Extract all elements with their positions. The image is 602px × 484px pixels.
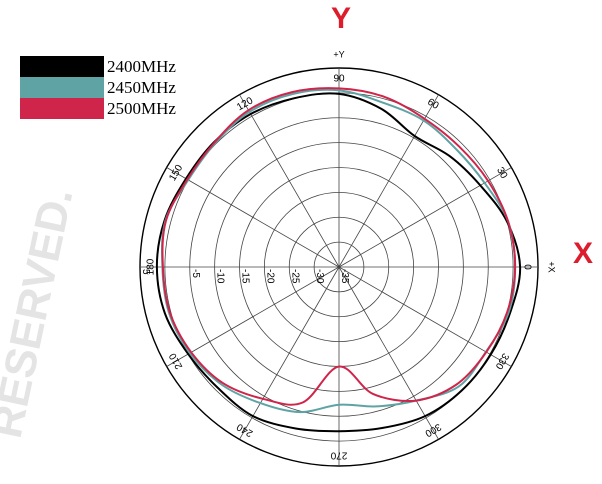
grid-spoke: [239, 94, 340, 268]
radial-tick-label: -20: [264, 269, 275, 284]
angle-label: 210: [167, 351, 185, 371]
radial-tick-label: 5: [140, 269, 151, 275]
series-line-2500MHz: [161, 87, 517, 406]
angle-label: 300: [423, 421, 443, 439]
angle-label: 0: [521, 264, 532, 270]
legend-swatch: [20, 98, 104, 119]
grid-spoke: [166, 266, 340, 367]
legend-label: 2500MHz: [107, 99, 176, 118]
grid-spoke: [338, 266, 439, 440]
y-axis-letter: Y: [331, 2, 352, 35]
grid-spoke: [338, 94, 439, 268]
legend-label: 2400MHz: [107, 57, 176, 76]
angle-label: 240: [235, 421, 255, 439]
radial-tick-label: -5: [190, 269, 201, 278]
grid-spoke: [239, 266, 340, 440]
grid-spoke: [166, 167, 340, 268]
angle-label: 90: [333, 74, 345, 85]
axis-end-label: +X: [547, 261, 557, 272]
angle-label: 60: [425, 97, 441, 112]
angle-label: 270: [330, 449, 347, 460]
legend-item: 2450MHz: [20, 77, 176, 98]
radial-tick-label: -35: [339, 269, 350, 284]
radial-tick-label: -15: [240, 269, 251, 284]
series-line-2400MHz: [155, 92, 522, 433]
legend-swatch: [20, 77, 104, 98]
radial-tick-label: -25: [289, 269, 300, 284]
legend-item: 2500MHz: [20, 98, 176, 119]
angle-label: 180: [146, 258, 157, 275]
legend: 2400MHz 2450MHz 2500MHz: [20, 56, 176, 119]
legend-swatch: [20, 56, 104, 77]
grid-spoke: [338, 266, 512, 367]
legend-label: 2450MHz: [107, 78, 176, 97]
angle-label: 330: [493, 351, 511, 371]
angle-label: 30: [494, 166, 509, 182]
angle-label: 150: [167, 163, 185, 183]
legend-item: 2400MHz: [20, 56, 176, 77]
grid-spoke: [338, 167, 512, 268]
radial-tick-label: -30: [314, 269, 325, 284]
x-axis-letter: X: [573, 237, 594, 270]
radial-tick-label: -10: [215, 269, 226, 284]
axis-end-label: +Y: [333, 49, 344, 59]
